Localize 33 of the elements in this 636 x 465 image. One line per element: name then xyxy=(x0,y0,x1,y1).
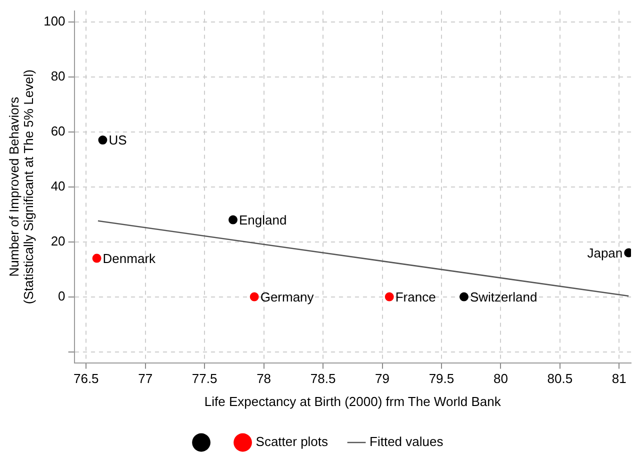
point xyxy=(384,292,394,302)
annotation: Japan xyxy=(587,245,623,260)
point xyxy=(228,215,238,224)
point xyxy=(92,254,102,263)
x-tick-label: 80.5 xyxy=(547,371,573,386)
legend-label: Fitted values xyxy=(370,434,444,450)
annotation: US xyxy=(108,132,128,148)
y-tick-label: 60 xyxy=(50,123,66,138)
x-tick-label: 80 xyxy=(493,371,508,386)
y-tick-label: 100 xyxy=(44,13,66,28)
x-tick-label: 81 xyxy=(612,371,626,386)
x-tick-label: 79 xyxy=(375,371,390,386)
x-tick-label: 77.5 xyxy=(192,371,218,386)
x-tick-label: 79.5 xyxy=(428,371,454,386)
annotation: Germany xyxy=(260,289,314,304)
point xyxy=(250,292,259,302)
x-tick-label: 78 xyxy=(256,371,272,386)
y-tick-label: 80 xyxy=(50,68,66,84)
annotation: England xyxy=(239,212,287,228)
point xyxy=(98,136,108,145)
annotation: Denmark xyxy=(102,250,156,266)
y-tick-label: 40 xyxy=(50,178,66,194)
y-axis-title: Number of Improved Behaviors (Statistically Significant at The 5% Level) xyxy=(6,70,36,304)
annotation: Switzerland xyxy=(470,289,538,304)
annotation: France xyxy=(395,289,436,304)
x-axis-title: Life Expectancy at Birth (2000) frm The World Bank xyxy=(204,394,502,409)
x-tick-label: 77 xyxy=(138,371,153,386)
x-tick-label: 76.5 xyxy=(73,371,99,386)
legend-label: Scatter plots xyxy=(256,434,329,450)
x-tick-label: 78.5 xyxy=(310,371,336,386)
y-tick-label: 0 xyxy=(58,288,66,304)
point xyxy=(459,292,468,302)
y-tick-label: 20 xyxy=(50,233,66,248)
